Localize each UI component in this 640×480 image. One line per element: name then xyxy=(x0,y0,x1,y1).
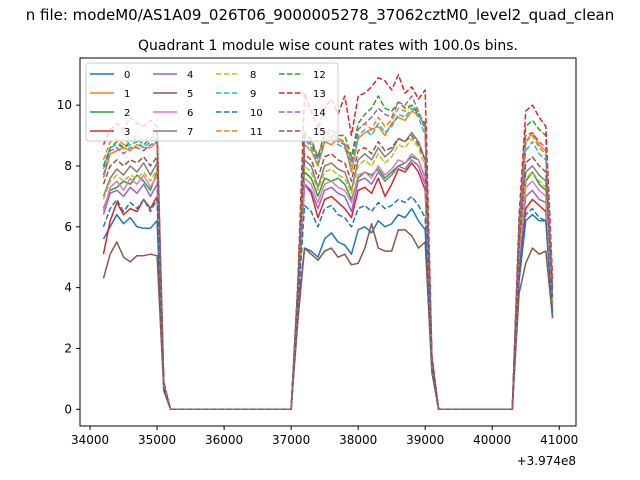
y-tick-label: 4 xyxy=(64,281,72,295)
legend-label-4: 4 xyxy=(187,70,193,81)
legend-label-12: 12 xyxy=(313,70,326,81)
legend-label-6: 6 xyxy=(187,108,193,119)
legend-label-9: 9 xyxy=(250,89,256,100)
x-tick-label: 41000 xyxy=(540,433,578,447)
y-tick-label: 2 xyxy=(64,341,72,355)
legend-label-10: 10 xyxy=(250,108,263,119)
legend-label-8: 8 xyxy=(250,70,256,81)
y-tick-label: 6 xyxy=(64,220,72,234)
y-tick-label: 10 xyxy=(57,98,72,112)
x-tick-label: 35000 xyxy=(138,433,176,447)
y-axis: 0 2 4 6 8 10 xyxy=(57,98,80,416)
legend-box xyxy=(85,62,339,142)
x-axis: 34000 35000 36000 37000 38000 39000 40000 41000 xyxy=(71,426,578,447)
legend-label-7: 7 xyxy=(187,127,193,138)
x-tick-label: 40000 xyxy=(473,433,511,447)
legend-label-13: 13 xyxy=(313,89,326,100)
legend-label-2: 2 xyxy=(124,108,130,119)
plot-frame xyxy=(79,57,577,427)
legend-label-5: 5 xyxy=(187,89,193,100)
x-axis-offset-label: +3.974e8 xyxy=(517,454,576,468)
legend-label-11: 11 xyxy=(250,127,263,138)
x-tick-label: 36000 xyxy=(205,433,243,447)
legend-label-3: 3 xyxy=(124,127,130,138)
legend-label-14: 14 xyxy=(313,108,326,119)
series-line-15 xyxy=(102,134,554,411)
x-tick-label: 37000 xyxy=(272,433,310,447)
legend-label-15: 15 xyxy=(313,127,326,138)
legend-label-1: 1 xyxy=(124,89,130,100)
y-tick-label: 0 xyxy=(64,402,72,416)
y-tick-label: 8 xyxy=(64,159,72,173)
legend-label-0: 0 xyxy=(124,70,130,81)
chart-title: Quadrant 1 module wise count rates with … xyxy=(138,38,518,54)
figure-suptitle: n file: modeM0/AS1A09_026T06_9000005278_… xyxy=(26,6,615,25)
x-tick-label: 39000 xyxy=(406,433,444,447)
x-tick-label: 38000 xyxy=(339,433,377,447)
x-tick-label: 34000 xyxy=(71,433,109,447)
